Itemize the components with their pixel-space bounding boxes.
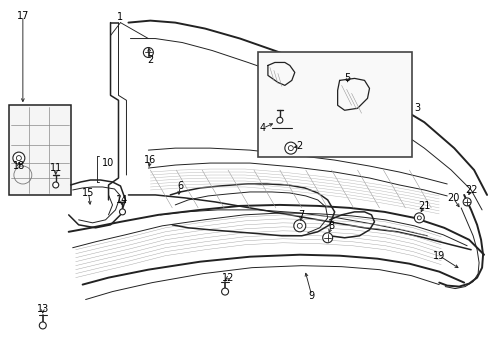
Text: 2: 2 xyxy=(296,141,303,151)
Text: 9: 9 xyxy=(309,291,315,301)
Circle shape xyxy=(13,152,25,164)
Circle shape xyxy=(297,223,302,228)
Text: 6: 6 xyxy=(177,181,183,191)
Text: 14: 14 xyxy=(116,195,128,205)
Circle shape xyxy=(285,142,297,154)
Text: 12: 12 xyxy=(222,273,234,283)
Circle shape xyxy=(294,220,306,232)
Bar xyxy=(258,53,413,157)
Circle shape xyxy=(417,216,421,220)
Circle shape xyxy=(16,156,22,161)
Text: 2: 2 xyxy=(147,55,153,66)
Text: 5: 5 xyxy=(344,73,351,84)
Circle shape xyxy=(288,146,294,150)
Text: 3: 3 xyxy=(414,103,420,113)
Text: 17: 17 xyxy=(17,11,29,21)
Circle shape xyxy=(144,48,153,58)
Text: 7: 7 xyxy=(299,210,305,220)
Text: 13: 13 xyxy=(37,305,49,315)
Circle shape xyxy=(277,117,283,123)
Text: 18: 18 xyxy=(13,161,25,171)
Circle shape xyxy=(463,198,471,206)
Circle shape xyxy=(323,233,333,243)
Circle shape xyxy=(39,322,46,329)
Text: 1: 1 xyxy=(118,12,123,22)
Bar xyxy=(9,105,71,195)
Text: 20: 20 xyxy=(447,193,460,203)
Circle shape xyxy=(415,213,424,223)
Text: 21: 21 xyxy=(418,201,431,211)
Text: 10: 10 xyxy=(102,158,115,168)
Text: 19: 19 xyxy=(433,251,445,261)
Text: 15: 15 xyxy=(82,188,95,198)
Text: 11: 11 xyxy=(49,163,62,173)
Text: 16: 16 xyxy=(144,155,156,165)
Circle shape xyxy=(120,209,125,215)
Text: 4: 4 xyxy=(260,123,266,133)
Circle shape xyxy=(53,182,59,188)
Text: 22: 22 xyxy=(465,185,477,195)
Text: 8: 8 xyxy=(329,221,335,231)
Circle shape xyxy=(221,288,228,295)
